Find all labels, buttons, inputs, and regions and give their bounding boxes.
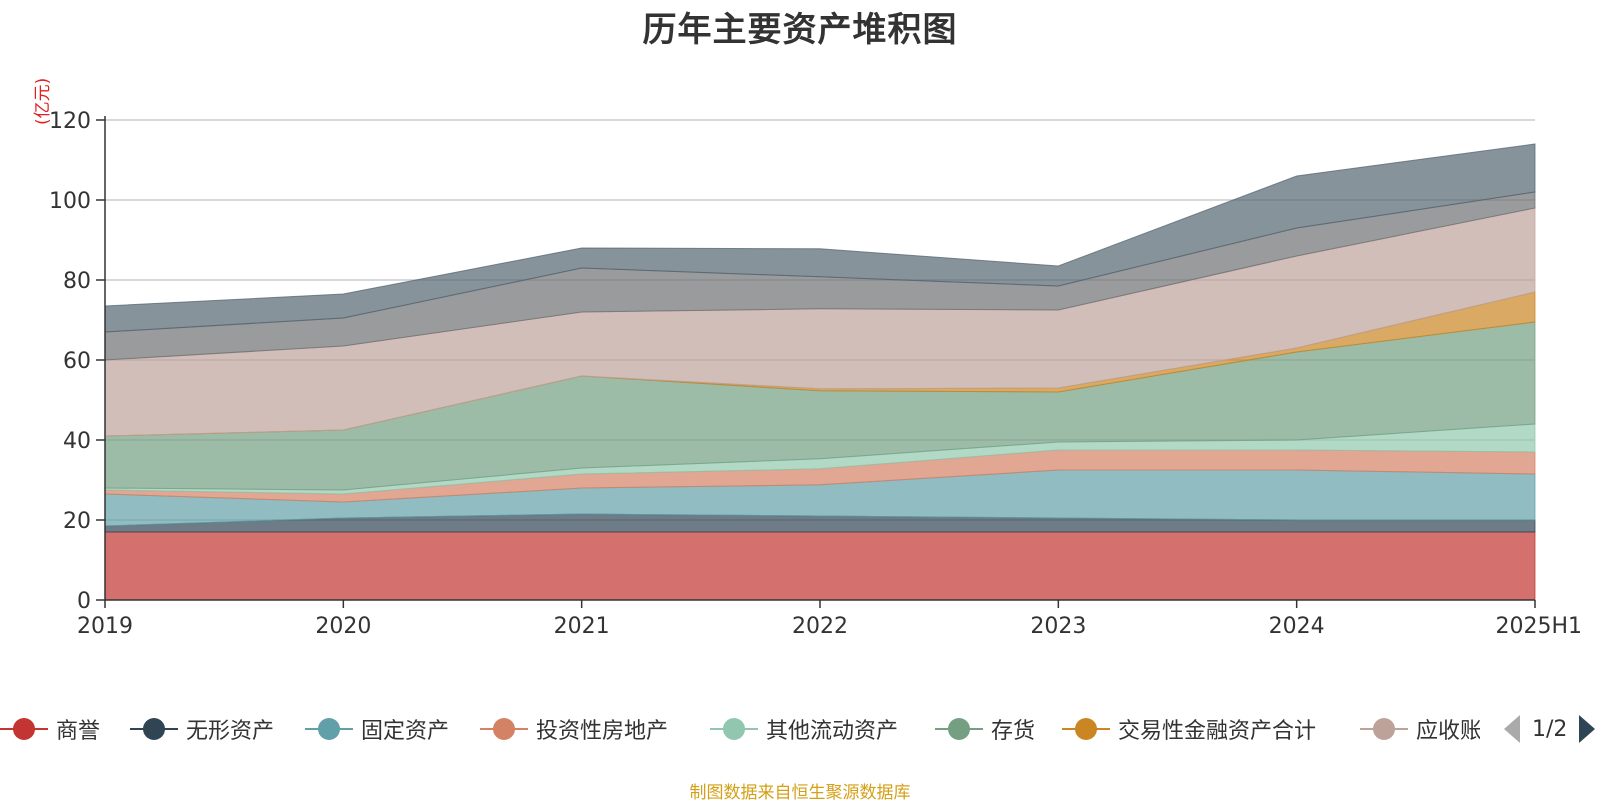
y-tick-label: 60 — [63, 349, 91, 374]
legend-item[interactable]: 投资性房地产 — [480, 712, 668, 746]
legend-item[interactable]: 商誉 — [0, 712, 100, 746]
legend-marker-icon — [1062, 712, 1110, 746]
legend-marker-icon — [710, 712, 758, 746]
legend-item[interactable]: 交易性金融资产合计 — [1062, 712, 1316, 746]
area-商誉[interactable] — [104, 531, 1536, 601]
area-chart: 0 20 40 60 80 100 120 2019 2020 2021 2022 2023 2024 2… — [49, 109, 1582, 639]
legend-label: 商誉 — [56, 719, 101, 744]
legend-label: 交易性金融资产合计 — [1118, 719, 1317, 744]
area-series — [104, 143, 1536, 601]
y-tick-label: 0 — [77, 589, 91, 614]
x-tick-label: 2024 — [1269, 614, 1325, 639]
legend-marker-icon — [305, 712, 353, 746]
legend-marker-icon — [0, 712, 48, 746]
axes — [96, 116, 1536, 608]
tick-labels: 0 20 40 60 80 100 120 2019 2020 2021 2022 2023 2024 2… — [49, 109, 1582, 639]
x-tick-label: 2019 — [77, 614, 133, 639]
legend-label: 无形资产 — [186, 719, 275, 744]
legend-label: 存货 — [991, 719, 1036, 744]
y-tick-label: 80 — [63, 269, 91, 294]
x-tick-label: 2022 — [792, 614, 848, 639]
y-tick-label: 100 — [49, 189, 91, 214]
legend-label: 其他流动资产 — [766, 719, 899, 744]
legend-next-page-icon[interactable] — [1579, 715, 1596, 743]
legend-marker-icon — [935, 712, 983, 746]
x-tick-label: 2020 — [315, 614, 371, 639]
legend-marker-icon — [1360, 712, 1408, 746]
legend-label: 投资性房地产 — [536, 719, 669, 744]
legend-pager: 1/2 — [1504, 712, 1596, 746]
legend: 商誉 无形资产 固定资产 投资性房地产 其他流动资产 存货 交易性金融资产合计 应收账款 — [0, 712, 1600, 746]
y-tick-label: 40 — [63, 429, 91, 454]
y-tick-label: 20 — [63, 509, 91, 534]
x-tick-label: 2021 — [554, 614, 610, 639]
legend-item[interactable]: 无形资产 — [130, 712, 274, 746]
legend-item[interactable]: 应收账款 — [1360, 712, 1480, 746]
y-tick-label: 120 — [49, 109, 91, 134]
legend-item[interactable]: 固定资产 — [305, 712, 449, 746]
data-source-note: 制图数据来自恒生聚源数据库 — [689, 783, 911, 803]
x-tick-label: 2023 — [1030, 614, 1086, 639]
legend-items-viewport: 商誉 无形资产 固定资产 投资性房地产 其他流动资产 存货 交易性金融资产合计 应收账款 — [0, 712, 1480, 746]
legend-item[interactable]: 其他流动资产 — [710, 712, 898, 746]
legend-marker-icon — [480, 712, 528, 746]
legend-label: 固定资产 — [361, 719, 450, 744]
area-其他[interactable] — [104, 143, 1536, 333]
x-tick-label: 2025H1 — [1495, 614, 1582, 639]
legend-label: 应收账款 — [1416, 719, 1480, 744]
legend-item[interactable]: 存货 — [935, 712, 1035, 746]
legend-marker-icon — [130, 712, 178, 746]
legend-page-indicator: 1/2 — [1532, 716, 1568, 742]
legend-prev-page-icon[interactable] — [1504, 715, 1520, 743]
chart-title: 历年主要资产堆积图 — [642, 10, 958, 50]
